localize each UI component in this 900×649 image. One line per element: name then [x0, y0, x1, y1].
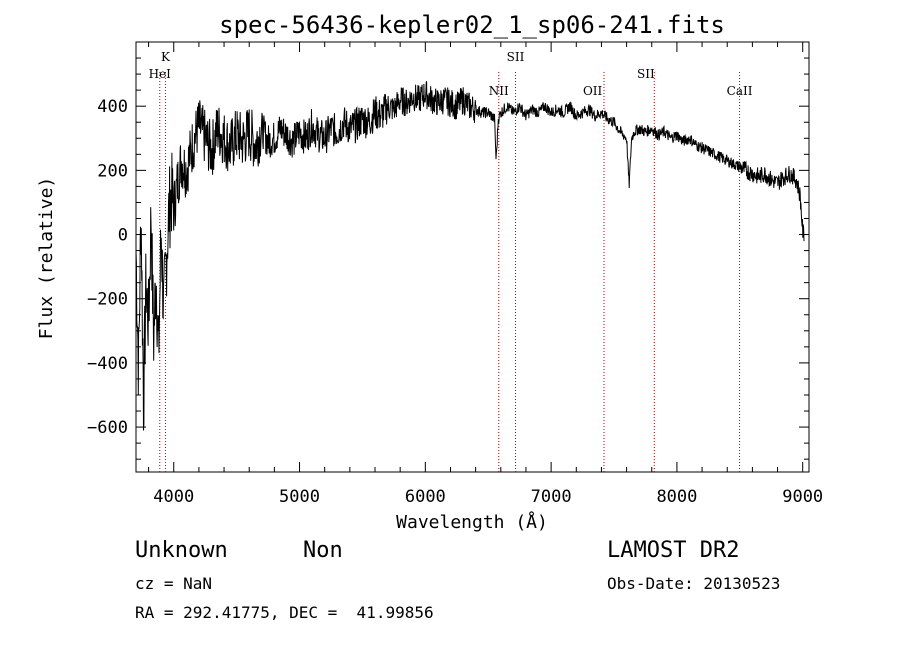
line-label-sii-3: SII	[507, 50, 525, 64]
emission-line-labels: K HeI NII SII OII SII CaII	[149, 50, 753, 98]
chart-title: spec-56436-kepler02_1_sp06-241.fits	[219, 11, 725, 39]
x-tick-label: 9000	[782, 487, 823, 507]
y-tick-label: −600	[87, 418, 128, 438]
line-label-k-0: K	[161, 50, 171, 64]
emission-line-markers	[159, 72, 741, 472]
redshift-readout: cz = NaN	[135, 574, 213, 593]
coordinates-readout: RA = 292.41775, DEC = 41.99856	[135, 603, 434, 622]
flux-series-line	[135, 81, 805, 431]
y-tick-label: −400	[87, 354, 128, 374]
object-class: Unknown	[135, 538, 228, 563]
survey-name: LAMOST DR2	[607, 538, 740, 563]
y-tick-label: 200	[97, 161, 128, 181]
x-tick-label: 5000	[279, 487, 320, 507]
line-label-nii-2: NII	[489, 84, 509, 98]
axis-ticks: 4000 5000 6000 7000 8000 9000 −600 −400 −200 0 200…	[87, 42, 823, 507]
x-tick-label: 7000	[531, 487, 572, 507]
object-subclass: Non	[303, 538, 343, 563]
y-tick-label: −200	[87, 290, 128, 310]
line-label-caii-6: CaII	[727, 84, 753, 98]
y-tick-label: 0	[118, 226, 128, 246]
observation-date: Obs-Date: 20130523	[607, 574, 781, 593]
line-label-oii-4: OII	[583, 84, 603, 98]
x-tick-label: 6000	[405, 487, 446, 507]
x-axis-label: Wavelength (Å)	[396, 511, 548, 533]
line-label-hei-1: HeI	[149, 67, 172, 81]
x-tick-label: 4000	[153, 487, 194, 507]
line-label-sii-5: SII	[637, 67, 655, 81]
y-tick-label: 400	[97, 97, 128, 117]
y-axis-label: Flux (relative)	[36, 177, 57, 340]
x-tick-label: 8000	[656, 487, 697, 507]
